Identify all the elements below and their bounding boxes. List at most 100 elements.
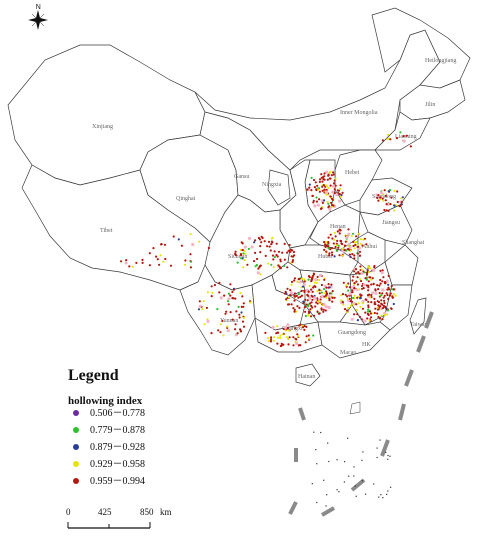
sample-point — [348, 292, 352, 296]
sample-point — [324, 190, 328, 194]
sample-point — [367, 280, 370, 283]
sample-point — [316, 310, 319, 313]
sample-point — [148, 252, 151, 255]
sample-point — [239, 292, 242, 295]
sample-point — [348, 253, 351, 256]
sample-point — [361, 287, 364, 290]
sample-point — [353, 287, 356, 290]
label-tibet: Tibet — [100, 228, 113, 234]
sample-point — [279, 260, 282, 263]
sample-point — [330, 251, 334, 254]
islet — [379, 439, 381, 441]
sample-point — [242, 325, 246, 328]
sample-point — [359, 296, 362, 300]
sample-point — [323, 292, 327, 295]
sample-point — [310, 301, 313, 304]
sample-point — [267, 262, 270, 265]
sample-point — [392, 293, 395, 296]
sample-point — [223, 294, 226, 297]
islet — [325, 505, 327, 507]
sample-point — [333, 179, 336, 182]
sample-point — [259, 245, 262, 248]
islet — [344, 461, 346, 463]
sample-point — [325, 170, 329, 174]
sample-point — [210, 295, 213, 298]
sample-point — [347, 228, 350, 231]
sample-point — [203, 323, 206, 326]
sample-point — [311, 194, 314, 198]
sample-point — [247, 247, 250, 250]
sample-point — [341, 191, 344, 194]
sample-point — [207, 246, 210, 250]
sample-point — [327, 206, 330, 209]
sample-point — [313, 281, 316, 284]
sample-point — [331, 198, 334, 201]
islet — [347, 437, 349, 439]
sample-point — [308, 186, 311, 189]
sample-point — [383, 280, 387, 284]
sample-point — [326, 178, 329, 181]
sample-point — [399, 131, 402, 134]
sample-point — [357, 245, 360, 248]
sample-point — [284, 290, 287, 293]
sample-point — [305, 325, 308, 328]
sample-point — [325, 292, 328, 295]
sample-point — [365, 273, 369, 276]
sample-point — [352, 240, 355, 243]
sample-point — [225, 310, 228, 313]
sample-point — [325, 188, 328, 191]
compass-rose-icon: N — [28, 4, 48, 30]
sample-point — [241, 248, 244, 252]
sample-point — [309, 308, 312, 311]
sample-point — [368, 293, 371, 296]
sample-point — [346, 295, 349, 298]
legend-label-1: 0.779－0.878 — [90, 425, 145, 436]
sample-point — [361, 299, 365, 303]
sample-point — [384, 194, 387, 197]
sample-point — [298, 306, 301, 309]
islet — [316, 501, 318, 504]
sample-point — [206, 318, 209, 321]
sample-point — [177, 238, 180, 241]
sample-point — [318, 180, 321, 183]
sample-point — [311, 298, 314, 301]
sample-point — [162, 260, 165, 263]
sample-point — [307, 334, 310, 337]
sample-point — [234, 254, 238, 257]
sample-point — [388, 288, 391, 291]
sample-point — [399, 204, 402, 207]
region-shaanxi — [279, 159, 319, 249]
sample-point — [273, 336, 276, 339]
islet — [361, 459, 363, 461]
label-jiangsu: Jiangsu — [382, 220, 400, 226]
region-taiwan — [409, 297, 427, 335]
sample-point — [355, 308, 359, 311]
sample-point — [291, 260, 294, 263]
sample-point — [259, 273, 262, 276]
sample-point — [367, 304, 370, 307]
sample-point — [359, 238, 362, 241]
sample-point — [341, 254, 345, 257]
sample-point — [349, 249, 352, 252]
sample-point — [386, 138, 389, 141]
islet — [326, 494, 328, 496]
sample-point — [383, 302, 386, 305]
sample-point — [387, 274, 390, 277]
sample-point — [226, 300, 230, 303]
sample-point — [343, 248, 346, 251]
sample-point — [322, 178, 325, 181]
sample-point — [232, 288, 235, 291]
sample-point — [226, 325, 229, 328]
sample-point — [205, 306, 208, 309]
label-guangxi: Guangxi — [282, 326, 303, 332]
sample-point — [333, 238, 336, 241]
sample-point — [293, 308, 296, 311]
sample-point — [321, 201, 324, 204]
label-yunnan: Yunnan — [220, 318, 238, 324]
sample-point — [229, 294, 232, 297]
sample-point — [303, 306, 306, 309]
sample-point — [372, 282, 375, 285]
sample-point — [152, 247, 155, 250]
sample-point — [376, 284, 379, 287]
